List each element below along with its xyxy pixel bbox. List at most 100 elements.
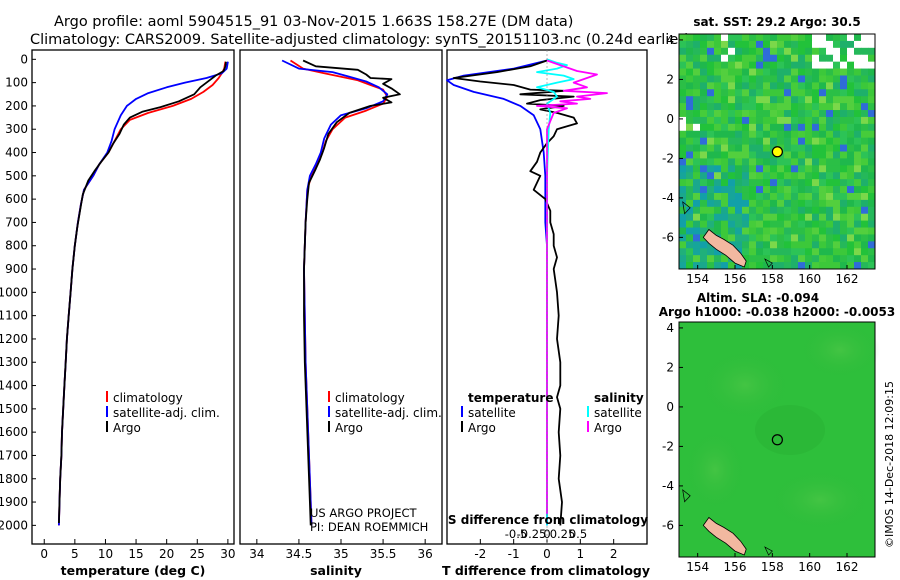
sst-cell bbox=[805, 192, 813, 201]
sst-cell bbox=[728, 68, 736, 76]
sst-cell bbox=[728, 227, 736, 235]
salinity-panel: 34 34.5 35 35.5 36 salinity climatology sate… bbox=[239, 49, 443, 578]
sst-cell bbox=[840, 123, 848, 132]
sst-cell bbox=[700, 54, 708, 63]
sst-cell bbox=[826, 82, 834, 90]
sst-cell bbox=[756, 103, 764, 111]
depth-tick-label: 1200 bbox=[0, 332, 28, 346]
sst-cell bbox=[693, 54, 701, 63]
depth-tick-label: 1600 bbox=[0, 425, 28, 439]
sla-map-subtitle: Argo h1000: -0.038 h2000: -0.0053 bbox=[659, 305, 895, 319]
sst-cell bbox=[847, 234, 855, 242]
sst-cell bbox=[840, 75, 848, 83]
sst-cell bbox=[819, 34, 827, 42]
sst-cell bbox=[805, 110, 813, 118]
sst-cell bbox=[819, 158, 827, 166]
sst-cell bbox=[819, 213, 827, 222]
legend-t-argo: Argo bbox=[468, 421, 496, 435]
sst-cell bbox=[868, 151, 876, 159]
sst-cell bbox=[714, 213, 722, 222]
sst-cell bbox=[770, 103, 778, 111]
sst-cell bbox=[826, 151, 834, 159]
sst-cell bbox=[805, 75, 813, 83]
sst-cell bbox=[735, 116, 743, 125]
sst-cell bbox=[679, 255, 687, 263]
sst-cell bbox=[777, 40, 785, 49]
sst-cell bbox=[819, 123, 827, 132]
sst-cell bbox=[798, 179, 806, 187]
sst-cell bbox=[714, 82, 722, 90]
sst-cell bbox=[742, 227, 750, 235]
sst-cell bbox=[763, 227, 771, 235]
sst-cell bbox=[784, 199, 792, 208]
sst-cell bbox=[693, 172, 701, 180]
sst-cell bbox=[728, 199, 736, 208]
island-bougainville bbox=[702, 516, 747, 556]
sst-cell bbox=[707, 54, 715, 63]
sst-cell bbox=[707, 151, 715, 159]
sst-cell bbox=[763, 255, 771, 263]
sst-cell bbox=[679, 227, 687, 235]
sst-cell bbox=[728, 158, 736, 166]
t-difference-xlabel: T difference from climatology bbox=[442, 563, 650, 578]
sst-cell bbox=[819, 220, 827, 228]
sst-cell bbox=[756, 179, 764, 187]
sst-cell bbox=[847, 75, 855, 83]
sst-cell bbox=[854, 130, 862, 139]
depth-tick-label: 100 bbox=[5, 76, 28, 90]
sst-cell bbox=[868, 172, 876, 180]
sst-cell bbox=[742, 165, 750, 173]
sst-cell bbox=[777, 213, 785, 222]
map-x-tick-label: 158 bbox=[761, 560, 784, 574]
sst-cell bbox=[700, 186, 708, 194]
sst-cell bbox=[756, 130, 764, 139]
sst-cell bbox=[728, 54, 736, 63]
sst-cell bbox=[861, 165, 869, 173]
sst-cell bbox=[854, 82, 862, 90]
sst-cell bbox=[840, 158, 848, 166]
sst-cell bbox=[826, 96, 834, 104]
sst-cell bbox=[749, 192, 757, 201]
x-tick-label: 0 bbox=[543, 547, 551, 561]
sst-cell bbox=[791, 68, 799, 76]
sst-cell bbox=[798, 103, 806, 111]
title-line1: Argo profile: aoml 5904515_91 03-Nov-201… bbox=[54, 14, 573, 30]
sst-cell bbox=[735, 68, 743, 76]
sst-cell bbox=[833, 47, 841, 56]
sst-cell bbox=[833, 179, 841, 187]
sst-cell bbox=[819, 144, 827, 152]
sst-cell bbox=[784, 54, 792, 63]
sst-cell bbox=[749, 47, 757, 56]
sst-cell bbox=[791, 199, 799, 208]
sst-cell bbox=[847, 116, 855, 125]
sst-cell bbox=[777, 75, 785, 83]
sst-cell bbox=[721, 47, 729, 56]
sst-cell bbox=[826, 110, 834, 118]
sst-cell bbox=[826, 158, 834, 166]
sst-cell bbox=[686, 130, 694, 139]
sst-cell bbox=[763, 199, 771, 208]
sst-cell bbox=[679, 103, 687, 111]
sst-cell bbox=[756, 61, 764, 69]
sst-cell bbox=[763, 40, 771, 49]
sst-cell bbox=[721, 262, 729, 270]
sst-cell bbox=[819, 151, 827, 159]
sst-cell bbox=[777, 116, 785, 125]
sst-cell bbox=[721, 96, 729, 104]
sst-cell bbox=[735, 206, 743, 215]
sst-cell bbox=[686, 34, 694, 42]
sst-cell bbox=[861, 179, 869, 187]
sst-cell bbox=[693, 255, 701, 263]
sst-cell bbox=[798, 255, 806, 263]
sst-cell bbox=[833, 144, 841, 152]
sst-cell bbox=[798, 206, 806, 215]
sst-cell bbox=[707, 130, 715, 139]
sst-cell bbox=[812, 123, 820, 132]
sst-map-axes: 154 156 158 160 162 4 2 0 -2 -4 -6 bbox=[662, 33, 858, 286]
legend-t-satellite: satellite bbox=[468, 406, 516, 420]
sst-cell bbox=[833, 255, 841, 263]
sst-cell bbox=[714, 206, 722, 215]
sst-cell bbox=[686, 158, 694, 166]
sla-map-frame bbox=[678, 321, 876, 558]
sst-cell bbox=[847, 262, 855, 270]
